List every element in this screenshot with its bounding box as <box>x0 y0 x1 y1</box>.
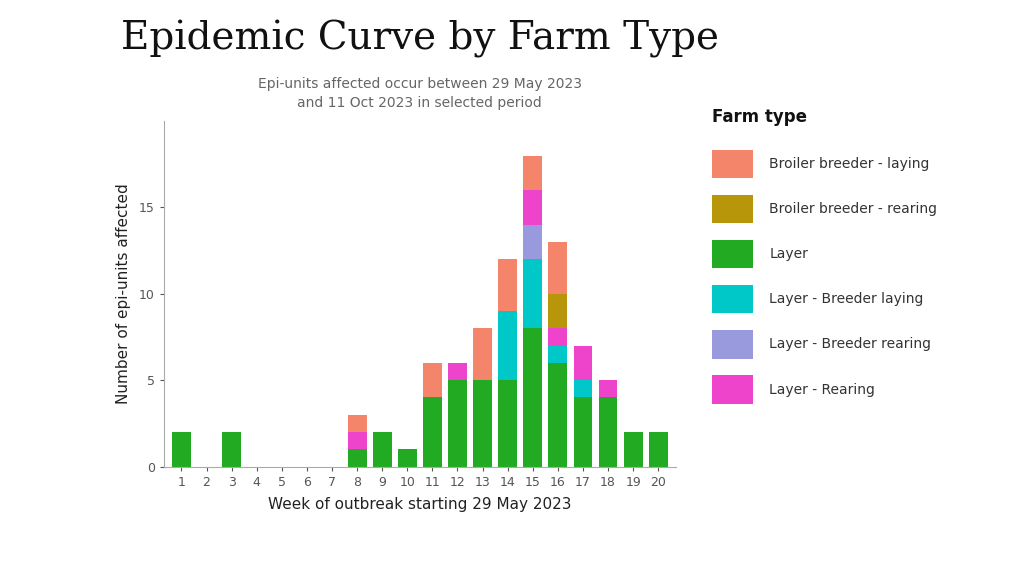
Bar <box>549 346 567 363</box>
Bar <box>523 225 542 259</box>
Bar <box>549 242 567 294</box>
Bar <box>573 346 593 380</box>
Bar <box>649 432 668 467</box>
Bar <box>549 294 567 328</box>
Text: Layer - Breeder laying: Layer - Breeder laying <box>769 293 924 306</box>
FancyBboxPatch shape <box>713 240 754 268</box>
Bar <box>549 328 567 346</box>
Bar <box>573 397 593 467</box>
Bar <box>523 328 542 467</box>
Text: Layer - Breeder rearing: Layer - Breeder rearing <box>769 338 932 351</box>
Text: Broiler breeder - rearing: Broiler breeder - rearing <box>769 202 937 216</box>
Bar <box>423 397 441 467</box>
Title: Epi-units affected occur between 29 May 2023
and 11 Oct 2023 in selected period: Epi-units affected occur between 29 May … <box>258 77 582 110</box>
Bar <box>348 415 367 432</box>
FancyBboxPatch shape <box>713 330 754 358</box>
Bar <box>523 156 542 190</box>
Text: Epidemic Curve by Farm Type: Epidemic Curve by Farm Type <box>121 20 719 58</box>
Text: Broiler breeder - laying: Broiler breeder - laying <box>769 157 930 171</box>
Bar <box>398 449 417 467</box>
Text: Layer - Rearing: Layer - Rearing <box>769 382 876 396</box>
Bar <box>449 363 467 380</box>
Text: Layer: Layer <box>769 247 808 262</box>
X-axis label: Week of outbreak starting 29 May 2023: Week of outbreak starting 29 May 2023 <box>268 497 571 512</box>
Y-axis label: Number of epi-units affected: Number of epi-units affected <box>116 183 131 404</box>
Bar <box>523 190 542 225</box>
Bar <box>599 397 617 467</box>
Bar <box>473 380 492 467</box>
Bar <box>172 432 190 467</box>
Bar <box>423 363 441 397</box>
Bar <box>573 380 593 397</box>
Bar <box>549 363 567 467</box>
Bar <box>348 449 367 467</box>
Text: Farm type: Farm type <box>713 108 807 126</box>
FancyBboxPatch shape <box>713 285 754 313</box>
Bar <box>473 328 492 380</box>
Bar <box>499 311 517 380</box>
Bar <box>499 259 517 311</box>
Text: Small footprint. Big impact.: Small footprint. Big impact. <box>194 545 421 563</box>
FancyBboxPatch shape <box>713 375 754 404</box>
Bar <box>599 380 617 397</box>
Bar <box>348 432 367 449</box>
FancyBboxPatch shape <box>713 195 754 223</box>
Bar <box>624 432 643 467</box>
FancyBboxPatch shape <box>713 150 754 178</box>
Bar <box>222 432 241 467</box>
Bar <box>499 380 517 467</box>
Bar <box>373 432 391 467</box>
Bar <box>523 259 542 328</box>
Bar <box>449 380 467 467</box>
